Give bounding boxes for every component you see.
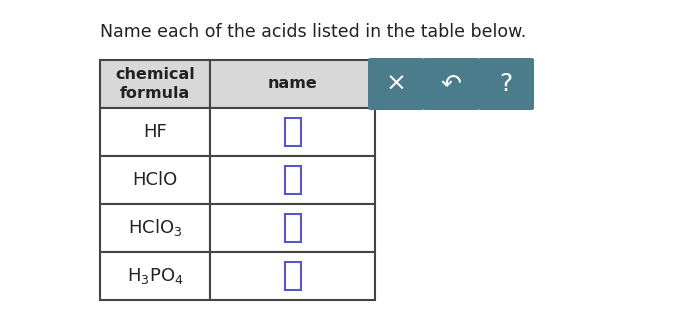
Bar xyxy=(284,262,300,290)
Text: name: name xyxy=(267,77,317,92)
Text: chemical
formula: chemical formula xyxy=(115,67,195,101)
Bar xyxy=(210,60,375,108)
Bar xyxy=(210,108,375,156)
Bar xyxy=(210,252,375,300)
FancyBboxPatch shape xyxy=(423,58,479,110)
Bar xyxy=(210,156,375,204)
FancyBboxPatch shape xyxy=(368,58,424,110)
Text: ↶: ↶ xyxy=(440,72,461,96)
Bar xyxy=(100,156,210,204)
Bar xyxy=(284,118,300,146)
Bar xyxy=(210,204,375,252)
Bar xyxy=(100,252,210,300)
Bar xyxy=(100,108,210,156)
Bar xyxy=(100,60,210,108)
Text: Name each of the acids listed in the table below.: Name each of the acids listed in the tab… xyxy=(100,23,526,41)
Bar xyxy=(284,166,300,194)
Text: ×: × xyxy=(386,72,407,96)
Text: H$_3$PO$_4$: H$_3$PO$_4$ xyxy=(127,266,183,286)
Bar xyxy=(284,214,300,242)
Text: HClO: HClO xyxy=(132,171,178,189)
Text: HClO$_3$: HClO$_3$ xyxy=(128,217,182,238)
Text: HF: HF xyxy=(143,123,167,141)
Bar xyxy=(100,204,210,252)
Text: ?: ? xyxy=(499,72,512,96)
FancyBboxPatch shape xyxy=(478,58,534,110)
